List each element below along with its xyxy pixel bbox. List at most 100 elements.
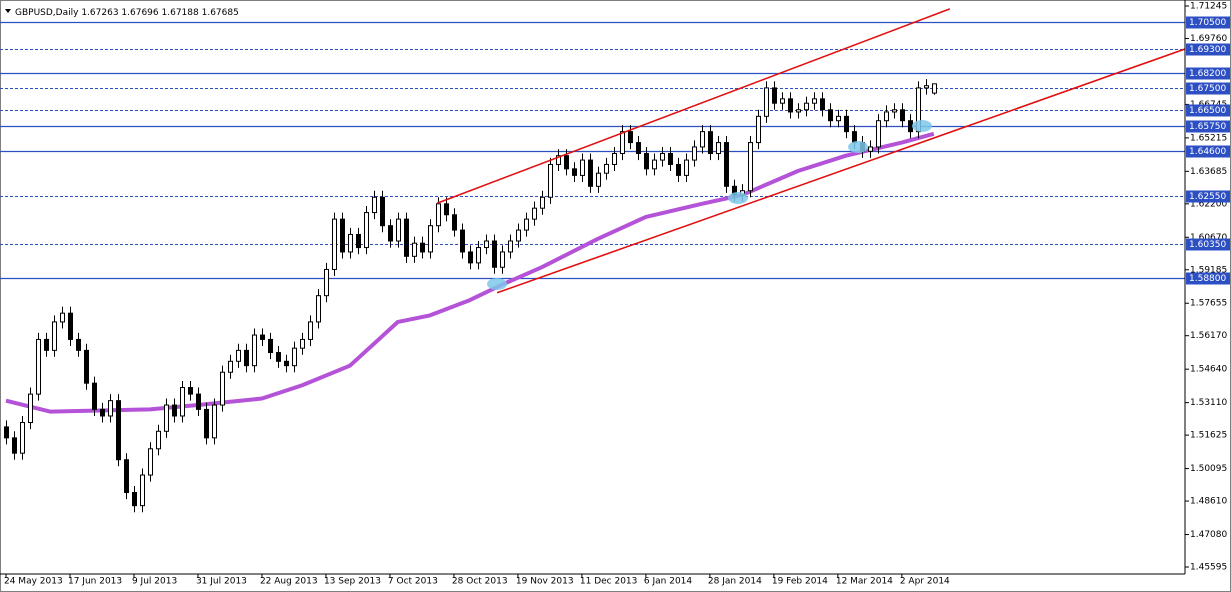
candle-body [900, 109, 905, 122]
candle-body [276, 352, 281, 362]
candle-body [404, 218, 409, 257]
x-tick-label: 28 Jan 2014 [708, 577, 762, 587]
highlight [912, 120, 932, 132]
y-tick-label: 1.54640 [1190, 365, 1227, 375]
candle-body [908, 120, 913, 133]
candle-body [836, 115, 841, 122]
x-tick-label: 13 Sep 2013 [324, 577, 381, 587]
candle-body [428, 225, 433, 253]
candle-body [284, 360, 289, 367]
trendlines [436, 8, 1185, 294]
level-label-box [1186, 16, 1230, 29]
candle-body [500, 251, 505, 268]
y-tick-label: 1.50095 [1190, 464, 1227, 474]
candle-body [204, 408, 209, 439]
candle-body [660, 153, 665, 161]
candle-body [724, 142, 729, 187]
candle-body [52, 321, 57, 351]
candle-body [388, 225, 393, 242]
candle-body [548, 163, 553, 198]
candle-body [556, 155, 561, 165]
level-label-box [1186, 43, 1230, 56]
level-label-box [1186, 120, 1230, 133]
candle-body [524, 218, 529, 231]
candle-body [220, 371, 225, 406]
candle-body [20, 422, 25, 454]
y-tick-label: 1.48610 [1190, 497, 1227, 507]
candle-body [212, 404, 217, 439]
y-tick-label: 1.56170 [1190, 331, 1227, 341]
candle-body [892, 109, 897, 113]
y-tick-label: 1.47080 [1190, 530, 1227, 540]
trendline [436, 8, 951, 204]
candle-body [788, 98, 793, 113]
level-label-box [1186, 190, 1230, 203]
level-label: 1.67500 [1189, 84, 1226, 94]
candle-body [444, 203, 449, 216]
candle-body [12, 437, 17, 454]
level-label: 1.65750 [1189, 122, 1226, 132]
candle-body [92, 382, 97, 410]
menu-arrow [5, 9, 11, 13]
candle-body [100, 408, 105, 417]
candle-body [644, 153, 649, 170]
candle-body [468, 251, 473, 264]
candle-body [684, 159, 689, 176]
candle-body [260, 334, 265, 340]
candle-body [412, 242, 417, 257]
level-label-box [1186, 145, 1230, 158]
high: 1.67696 [121, 8, 158, 18]
candle-body [652, 159, 657, 170]
close: 1.67685 [202, 8, 239, 18]
candle-body [84, 349, 89, 384]
candle-body [436, 203, 441, 227]
candle-body [780, 98, 785, 104]
candle-body [164, 404, 169, 432]
candle-body [804, 102, 809, 111]
header: GBPUSD,Daily 1.67263 1.67696 1.67188 1.6… [15, 8, 239, 18]
y-tick-label: 1.57655 [1190, 299, 1227, 309]
levels [0, 21, 1185, 280]
highlight [728, 192, 748, 204]
candle-body [180, 387, 185, 417]
candle-body [244, 349, 249, 367]
moving-average [5, 131, 935, 414]
axes: 1.712451.697601.667451.652151.636851.622… [4, 1, 1230, 587]
x-tick-label: 19 Nov 2013 [516, 577, 574, 587]
y-tick-label: 1.69760 [1190, 34, 1227, 44]
candle-body [148, 448, 153, 476]
candle-body [364, 212, 369, 249]
level-label: 1.64600 [1189, 147, 1226, 157]
level-label-box [1186, 104, 1230, 117]
candle-body [292, 347, 297, 367]
candle-body [308, 321, 313, 340]
candle-body [372, 196, 377, 214]
level-label-box [1186, 272, 1230, 285]
highlights [487, 120, 932, 290]
candle-body [268, 338, 273, 354]
open: 1.67263 [81, 8, 118, 18]
candle-body [196, 393, 201, 410]
candle-body [116, 400, 121, 461]
level-label: 1.66500 [1189, 106, 1226, 116]
candle-body [828, 109, 833, 122]
candle-body [596, 172, 601, 187]
candle-body [868, 146, 873, 152]
candle-body [932, 83, 937, 94]
candle-body [700, 131, 705, 148]
candle-body [484, 240, 489, 249]
candle-body [356, 233, 361, 249]
candle-body [756, 115, 761, 144]
candle-body [324, 268, 329, 297]
candle-body [76, 338, 81, 351]
candle-body [668, 153, 673, 165]
candle-body [44, 338, 49, 351]
candle-body [676, 163, 681, 176]
candle-body [692, 146, 697, 161]
x-tick-label: 28 Oct 2013 [452, 577, 508, 587]
candle-body [812, 98, 817, 104]
x-tick-label: 6 Jan 2014 [644, 577, 692, 587]
highlight [487, 278, 507, 290]
